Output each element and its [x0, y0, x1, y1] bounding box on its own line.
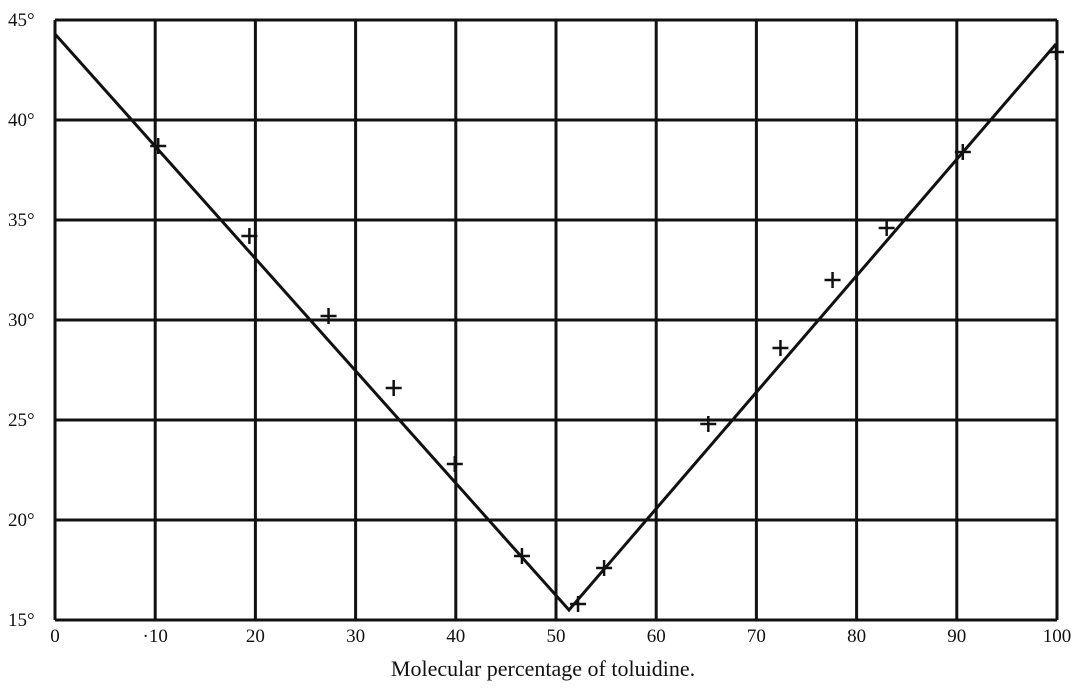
x-tick-label: 70: [747, 626, 766, 647]
data-points: [150, 44, 1064, 612]
x-tick-label: 40: [446, 626, 465, 647]
x-tick-label: 20: [246, 626, 265, 647]
x-tick-label: 60: [647, 626, 666, 647]
data-point: [150, 138, 167, 154]
y-tick-label: 20°: [8, 510, 35, 531]
x-tick-label: ·10: [143, 626, 168, 647]
data-point: [446, 456, 463, 472]
y-tick-label: 30°: [8, 310, 35, 331]
y-tick-label: 40°: [8, 110, 35, 131]
y-tick-label: 25°: [8, 410, 35, 431]
x-tick-label: 50: [547, 626, 566, 647]
data-point: [1047, 44, 1064, 60]
x-tick-label: 30: [346, 626, 365, 647]
data-point: [700, 416, 717, 432]
y-tick-label: 35°: [8, 210, 35, 231]
x-tick-label: 100: [1043, 626, 1072, 647]
data-point: [596, 560, 613, 576]
x-tick-labels: 0 ·10 20 30 40 50 60 70 80 90 100: [50, 626, 1071, 647]
data-point: [570, 596, 587, 612]
data-point: [878, 220, 895, 236]
x-tick-label: 90: [947, 626, 966, 647]
y-tick-labels: 15° 20° 25° 30° 35° 40° 45°: [8, 10, 35, 631]
data-point: [385, 380, 402, 396]
chart-grid: [53, 18, 1059, 622]
y-tick-label: 15°: [8, 610, 35, 631]
data-point: [954, 144, 971, 160]
data-point: [824, 272, 841, 288]
x-tick-label: 80: [847, 626, 866, 647]
x-tick-label: 0: [50, 626, 60, 647]
data-point: [320, 308, 337, 324]
x-axis-label: Molecular percentage of toluidine.: [391, 656, 695, 681]
series-line: [53, 33, 1058, 613]
y-tick-label: 45°: [8, 10, 35, 31]
data-point: [772, 340, 789, 356]
data-point: [241, 228, 258, 244]
data-point: [513, 548, 530, 564]
fitted-curve: [53, 33, 1058, 613]
